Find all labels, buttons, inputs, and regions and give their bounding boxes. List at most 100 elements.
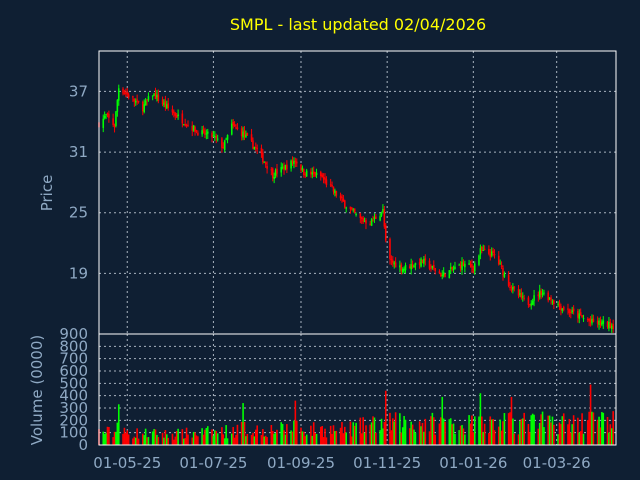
volume-bar [342,433,345,445]
candle-body [572,308,575,312]
candle-body [488,248,490,254]
candle-body [270,169,273,171]
volume-bar [184,438,186,445]
candle-body [430,267,432,269]
candle-body [612,324,614,329]
volume-bar [263,436,266,445]
volume-bar [550,422,552,445]
volume-bar [161,432,164,445]
volume-bar [311,435,314,445]
candle-body [547,292,549,301]
candle-body [459,264,462,269]
volume-bar [602,412,605,445]
volume-bar [529,432,531,445]
volume-bar [281,423,284,445]
volume-bar [351,436,353,445]
volume-bar [591,411,593,445]
volume-bar [513,433,516,445]
candle-body [531,300,534,305]
candle-body [222,147,225,149]
volume-bar [194,432,196,445]
volume-bar [479,393,482,445]
candle-body [303,168,305,175]
candle-body [191,125,194,131]
volume-bar [177,428,179,445]
volume-bar [174,436,177,445]
volume-bar [143,435,146,445]
volume-bar [166,434,168,445]
volume-bar [547,415,549,445]
candle-body [562,306,565,310]
volume-bar [560,424,562,445]
volume-bar [517,434,520,445]
volume-bar [117,404,120,445]
candle-body [550,297,552,301]
candle-body [589,319,592,322]
volume-bar [408,428,411,445]
candle-body [223,140,226,150]
volume-bar [233,437,236,445]
candle-body [201,130,203,135]
volume-bar [483,423,486,445]
candle-body [185,125,188,127]
volume-bar [195,435,198,445]
volume-bar [304,436,307,445]
volume-bar [609,424,612,445]
candle-body [351,207,353,210]
candle-body [598,320,600,326]
volume-bar [125,432,127,445]
date-tick-label: 01-01-26 [439,454,507,472]
candle-body [216,138,219,140]
candle-body [510,289,513,291]
volume-bar [211,429,213,445]
volume-bar [202,434,205,445]
volume-bar [393,421,396,445]
price-tick-label: 25 [69,204,88,222]
candle-body [153,93,155,96]
volume-bar [442,418,445,445]
volume-bar [352,422,355,445]
volume-bar [434,434,436,445]
volume-bar [373,417,376,445]
candle-body [321,174,323,178]
volume-bar [420,426,422,445]
volume-bar [414,432,417,445]
candle-body [454,266,456,270]
volume-bar [370,422,373,445]
candle-body [530,303,533,306]
volume-bar [473,416,476,445]
volume-bar [558,422,561,445]
volume-bar [363,432,366,445]
volume-bar [502,421,504,445]
candle-body [509,286,511,289]
volume-bar [380,418,383,445]
volume-bar [577,417,579,445]
volume-bar [569,432,572,445]
volume-bar [253,436,256,445]
volume-bar [462,428,465,445]
volume-bar [245,436,247,445]
volume-bar [329,425,332,445]
candle-body [401,268,404,273]
candle-body [414,262,417,266]
volume-bar [592,412,595,445]
volume-bar [215,431,218,445]
volume-bar [137,438,140,445]
volume-bar [507,413,510,445]
candle-body [579,312,582,316]
date-tick-label: 01-07-25 [179,454,247,472]
volume-bar [301,431,304,445]
candle-body [331,185,333,187]
candle-body [233,124,236,127]
date-tick-label: 01-05-25 [93,454,161,472]
volume-bar [240,421,243,445]
volume-bar [274,432,277,445]
volume-bar [589,384,592,445]
volume-bar [181,429,184,445]
candle-body [602,320,605,324]
volume-bar [389,412,391,445]
volume-bar [242,403,244,445]
volume-bar [147,437,150,445]
volume-bar [250,434,253,445]
